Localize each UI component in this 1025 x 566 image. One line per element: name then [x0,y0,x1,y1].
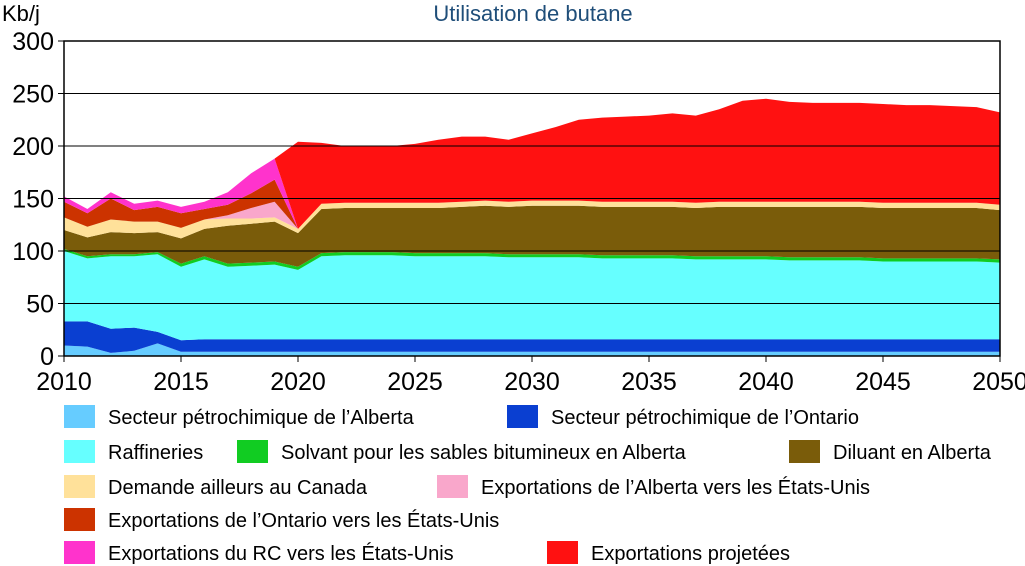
area-exportations-de-l-alberta-vers-les-etats-unis [64,200,1000,229]
legend-item-exportations-projetees: Exportations projetées [547,541,790,565]
legend-label: Diluant en Alberta [833,442,992,464]
area-raffineries [64,251,1000,341]
area-exportations-projetees [64,98,1000,229]
legend-item-exportations-de-l-alberta-vers-les-etats-unis: Exportations de l’Alberta vers les États… [437,475,870,499]
legend-label: Exportations du RC vers les États-Unis [108,542,454,565]
chart-title: Utilisation de butane [433,1,632,26]
legend-item-secteur-petrochimique-de-l-ontario: Secteur pétrochimique de l’Ontario [507,405,859,429]
x-tick-label-2010: 2010 [36,368,92,396]
y-axis-unit-label: Kb/j [2,1,40,26]
legend-label: Demande ailleurs au Canada [108,477,368,499]
x-tick-label-2045: 2045 [855,368,911,396]
legend-swatch [237,440,268,463]
legend-item-exportations-de-l-ontario-vers-les-etats-unis: Exportations de l’Ontario vers les États… [64,508,499,532]
legend-item-solvant-pour-les-sables-bitumineux-en-alberta: Solvant pour les sables bitumineux en Al… [237,440,687,464]
x-tick-label-2050: 2050 [972,368,1025,396]
legend-swatch [547,541,578,564]
x-tick-label-2040: 2040 [738,368,794,396]
x-axis: 2010 2015 2020 2025 2030 2035 2040 2045 2050 [36,356,1025,396]
legend-label: Raffineries [108,442,203,464]
x-tick-label-2020: 2020 [270,368,326,396]
legend-label: Exportations de l’Alberta vers les États… [481,476,870,499]
legend-swatch [64,405,95,428]
area-demande-ailleurs-au-canada [64,200,1000,239]
y-tick-label-250: 250 [12,81,54,109]
legend-swatch [64,440,95,463]
legend-item-raffineries: Raffineries [64,440,203,464]
legend-label: Exportations de l’Ontario vers les États… [108,509,499,532]
legend-swatch [64,475,95,498]
legend-item-secteur-petrochimique-de-l-alberta: Secteur pétrochimique de l’Alberta [64,405,415,429]
legend-item-diluant-en-alberta: Diluant en Alberta [789,440,992,464]
legend-swatch [437,475,468,498]
legend-label: Secteur pétrochimique de l’Alberta [108,407,415,429]
x-tick-label-2030: 2030 [504,368,560,396]
y-tick-label-100: 100 [12,238,54,266]
y-axis: 0 50 100 150 200 250 300 [12,28,64,371]
legend-item-demande-ailleurs-au-canada: Demande ailleurs au Canada [64,475,368,499]
x-tick-label-2015: 2015 [153,368,209,396]
y-tick-label-200: 200 [12,133,54,161]
legend-swatch [64,541,95,564]
area-secteur-petrochimique-de-l-alberta [64,343,1000,356]
legend-swatch [64,508,95,531]
legend-swatch [507,405,538,428]
legend-item-exportations-du-rc-vers-les-etats-unis: Exportations du RC vers les États-Unis [64,541,454,565]
y-tick-label-150: 150 [12,186,54,214]
stacked-areas [64,98,1000,356]
y-tick-label-0: 0 [40,343,54,371]
legend: Secteur pétrochimique de l’Alberta Secteu… [64,405,992,565]
legend-swatch [789,440,820,463]
y-tick-label-50: 50 [26,291,54,319]
area-solvant-pour-les-sables-bitumineux-en-alberta [64,248,1000,270]
y-tick-label-300: 300 [12,28,54,56]
area-secteur-petrochimique-de-l-ontario [64,321,1000,353]
area-exportations-de-l-ontario-vers-les-etats-unis [64,179,1000,229]
legend-label: Solvant pour les sables bitumineux en Al… [281,442,687,464]
x-tick-label-2025: 2025 [387,368,443,396]
x-tick-label-2035: 2035 [621,368,677,396]
area-diluant-en-alberta [64,205,1000,267]
legend-label: Exportations projetées [591,543,790,565]
legend-label: Secteur pétrochimique de l’Ontario [551,407,859,429]
